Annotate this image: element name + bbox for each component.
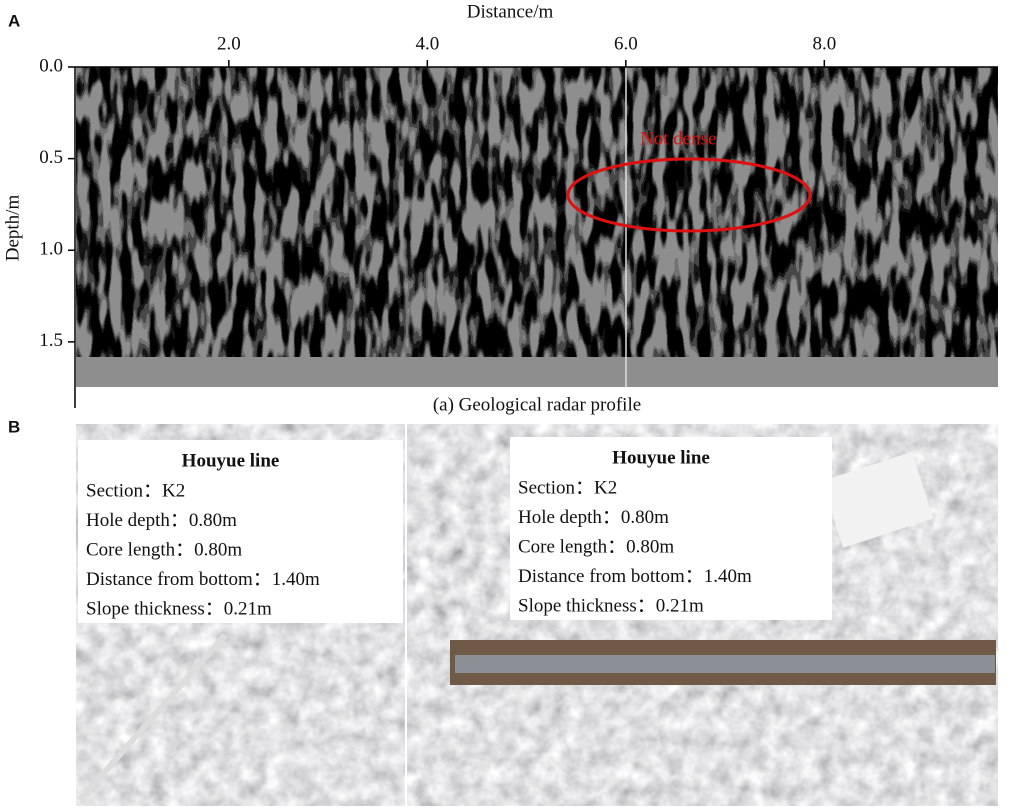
caption: (a) Geological radar profile [433, 394, 641, 415]
x-tick-label: 2.0 [217, 33, 241, 54]
box-line: Core length：0.80m [86, 539, 242, 560]
y-tick-label: 1.5 [39, 330, 63, 351]
radar-texture [76, 67, 998, 357]
core-sample [455, 655, 995, 673]
box-line: Distance from bottom：1.40m [86, 569, 320, 590]
box-line: Slope thickness：0.21m [86, 598, 272, 619]
box-line: Core length：0.80m [518, 536, 674, 557]
panel-label: A [8, 11, 20, 30]
y-tick-label: 0.5 [39, 147, 63, 168]
box-line: Distance from bottom：1.40m [518, 566, 752, 587]
x-axis-title: Distance/m [467, 1, 554, 22]
y-tick-label: 0.0 [39, 55, 63, 76]
highlight-ellipse [566, 157, 812, 233]
box-line: Hole depth：0.80m [86, 510, 237, 531]
info-box [78, 440, 403, 623]
y-tick-label: 1.0 [39, 239, 63, 260]
box-line: Section：K2 [86, 480, 185, 501]
notebook [821, 451, 934, 548]
box-line: Section：K2 [518, 477, 617, 498]
x-tick-label: 6.0 [614, 33, 638, 54]
x-tick-label: 8.0 [812, 33, 836, 54]
measuring-rod [77, 633, 228, 802]
panel-label: B [8, 417, 20, 436]
y-axis-title: Depth/m [2, 195, 23, 262]
info-box [510, 437, 832, 620]
box-line: Hole depth：0.80m [518, 507, 669, 528]
annotation: Not dense [640, 128, 717, 149]
box-line: Slope thickness：0.21m [518, 595, 704, 616]
box-title: Houyue line [182, 450, 280, 471]
x-tick-label: 4.0 [415, 33, 439, 54]
box-title: Houyue line [612, 447, 710, 468]
